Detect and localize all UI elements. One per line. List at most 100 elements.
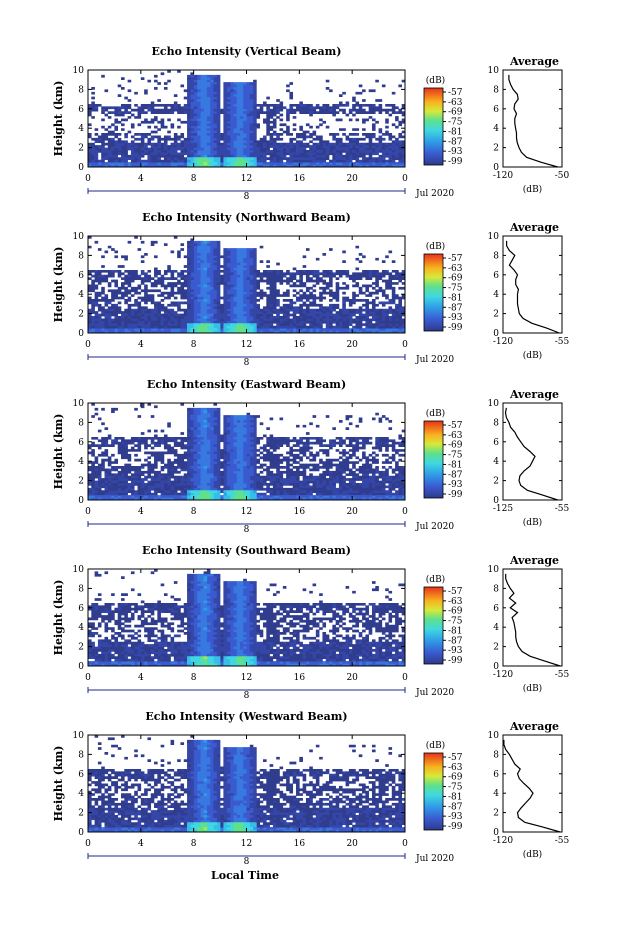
profile-x-label: (dB): [523, 517, 542, 528]
x-axis-label: Local Time: [211, 869, 279, 882]
profile-frame: [502, 235, 563, 334]
x-tick-label: 20: [346, 340, 358, 350]
y-tick-label: 4: [78, 124, 84, 134]
profile-frame: [502, 69, 563, 168]
x-tick-label: 8: [191, 340, 197, 350]
colorbar-tick-label: -63: [448, 431, 463, 441]
heatmap-band: [196, 157, 247, 168]
profile-x-label: (dB): [523, 350, 542, 361]
y-tick-label: 2: [78, 477, 84, 487]
y-tick-label: 0: [78, 163, 84, 173]
colorbar-label: (dB): [426, 408, 445, 419]
profile-y-tick-label: 2: [493, 144, 499, 154]
x-tick-label: 20: [346, 174, 358, 184]
heatmap-band: [190, 323, 254, 334]
heatmap-cells: [88, 569, 406, 667]
x-tick-label: 0: [402, 673, 408, 683]
profile-x-label: (dB): [523, 184, 542, 195]
profile-frame: [502, 402, 563, 501]
colorbar-tick-label: -99: [448, 490, 463, 500]
profile-line: [503, 739, 561, 833]
x-tick-label: 0: [85, 174, 91, 184]
heatmap-band: [203, 656, 208, 660]
colorbar-tick-label: -63: [448, 763, 463, 773]
heatmap-band: [187, 154, 208, 163]
day-label: 8: [244, 857, 250, 867]
x-tick-label: 12: [241, 507, 252, 517]
profile-y-tick-label: 8: [493, 750, 499, 760]
y-tick-label: 0: [78, 496, 84, 506]
profile-y-tick-label: 0: [493, 496, 499, 506]
heatmap-cells: [88, 70, 406, 168]
profile-x-tick-label: -120: [493, 836, 513, 846]
y-tick-label: 10: [73, 565, 85, 575]
y-tick-label: 2: [78, 809, 84, 819]
day-label: 8: [244, 691, 250, 701]
colorbar-tick-label: -75: [448, 783, 463, 793]
colorbar-tick-label: -87: [448, 303, 463, 313]
y-tick-label: 10: [73, 731, 85, 741]
y-tick-label: 10: [73, 399, 85, 409]
colorbar-tick-label: -75: [448, 451, 463, 461]
y-tick-label: 4: [78, 290, 84, 300]
colorbar-label: (dB): [426, 574, 445, 585]
colorbar: [423, 586, 444, 665]
panel-3: Echo Intensity (Southward Beam) 0 2 4 6 8 10 0 4…: [52, 544, 570, 701]
x-tick-label: 12: [241, 340, 252, 350]
panel-title: Echo Intensity (Vertical Beam): [151, 45, 341, 58]
profile-y-tick-label: 8: [493, 584, 499, 594]
heatmap-cells: [88, 735, 406, 833]
heatmap-band: [88, 739, 393, 833]
colorbar-tick-label: -63: [448, 597, 463, 607]
colorbar-tick-label: -69: [448, 108, 463, 118]
profile-x-tick-label: -55: [555, 504, 570, 514]
colorbar-tick-label: -93: [448, 147, 463, 157]
panel-1: Echo Intensity (Northward Beam) 0 2 4 6 8 10 0 4…: [52, 211, 570, 368]
panel-2: Echo Intensity (Eastward Beam) 0 2 4 6 8 10 0 4 8…: [52, 378, 570, 535]
profile-y-tick-label: 4: [493, 457, 499, 467]
y-tick-label: 6: [78, 438, 84, 448]
profile-y-tick-label: 6: [493, 604, 499, 614]
colorbar-tick-label: -57: [448, 753, 463, 763]
colorbar-tick-label: -75: [448, 284, 463, 294]
profile-x-tick-label: -50: [555, 171, 570, 181]
colorbar-tick-label: -87: [448, 470, 463, 480]
heatmap-band: [88, 739, 406, 833]
date-label: Jul 2020: [415, 189, 454, 199]
profile-y-tick-label: 2: [493, 643, 499, 653]
colorbar-tick-label: -99: [448, 157, 463, 167]
y-axis-label: Height (km): [52, 746, 65, 822]
profile-x-tick-label: -120: [493, 337, 513, 347]
heatmap-band: [88, 735, 406, 828]
x-tick-label: 4: [138, 839, 144, 849]
heatmap-band: [196, 656, 247, 667]
profile-x-tick-label: -55: [555, 836, 570, 846]
profile-y-tick-label: 10: [488, 66, 500, 76]
heatmap-cells: [88, 403, 406, 501]
panel-title: Echo Intensity (Southward Beam): [142, 544, 351, 557]
profile-y-tick-label: 4: [493, 124, 499, 134]
x-tick-label: 8: [191, 673, 197, 683]
heatmap-band: [88, 573, 406, 667]
y-tick-label: 2: [78, 310, 84, 320]
x-tick-label: 0: [402, 174, 408, 184]
x-tick-label: 16: [294, 174, 306, 184]
y-tick-label: 8: [78, 85, 84, 95]
x-tick-label: 4: [138, 340, 144, 350]
y-tick-label: 4: [78, 789, 84, 799]
colorbar-label: (dB): [426, 241, 445, 252]
x-tick-label: 16: [294, 839, 306, 849]
colorbar: [423, 752, 444, 831]
x-tick-label: 12: [241, 174, 252, 184]
colorbar-label: (dB): [426, 740, 445, 751]
profile-y-tick-label: 0: [493, 163, 499, 173]
colorbar-tick-label: -69: [448, 773, 463, 783]
profile-frame: [502, 734, 563, 833]
x-tick-label: 16: [294, 673, 306, 683]
profile-y-tick-label: 4: [493, 789, 499, 799]
x-tick-label: 0: [402, 839, 408, 849]
panel-title: Echo Intensity (Eastward Beam): [147, 378, 346, 391]
panel-4: Echo Intensity (Westward Beam) 0 2 4 6 8 10 0 4 8…: [52, 710, 570, 867]
profile-x-label: (dB): [523, 683, 542, 694]
x-tick-label: 8: [191, 174, 197, 184]
